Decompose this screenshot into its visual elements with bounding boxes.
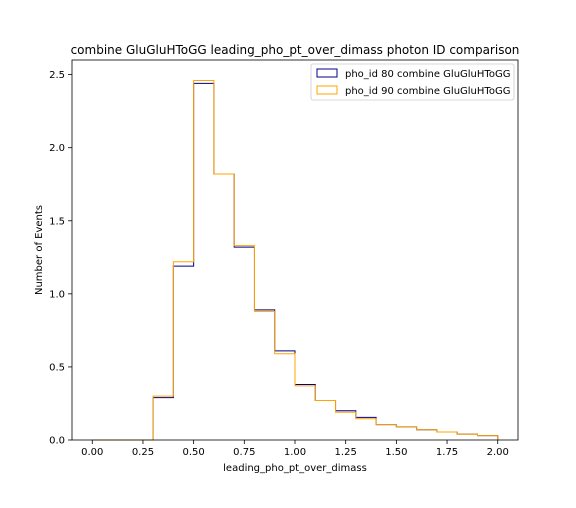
x-tick-label: 1.00	[284, 447, 306, 458]
x-tick-label: 2.00	[487, 447, 509, 458]
y-tick-label: 1.0	[49, 289, 65, 300]
legend-label-pho-id-80: pho_id 80 combine GluGluHToGG	[345, 69, 510, 80]
y-axis-label: Number of Events	[34, 205, 45, 295]
legend-swatch-pho-id-80	[316, 68, 338, 78]
y-tick-label: 0.5	[49, 362, 65, 373]
y-tick-label: 2.5	[49, 70, 65, 81]
y-tick-label: 0.0	[49, 436, 65, 447]
x-tick-label: 1.25	[335, 447, 357, 458]
x-tick-label: 1.50	[385, 447, 407, 458]
y-axis: 0.0 0.5 1.0 1.5 2.0 2.5	[49, 70, 72, 447]
y-tick-label: 1.5	[49, 216, 65, 227]
legend-box	[310, 63, 515, 101]
legend: pho_id 80 combine GluGluHToGG pho_id 90 …	[310, 63, 515, 101]
x-tick-label: 0.00	[81, 447, 103, 458]
x-tick-label: 0.25	[132, 447, 154, 458]
chart-title: combine GluGluHToGG leading_pho_pt_over_…	[71, 43, 520, 57]
x-tick-label: 1.75	[436, 447, 458, 458]
histogram-series-1	[92, 79, 499, 441]
series-layer	[92, 79, 499, 441]
x-tick-label: 0.75	[233, 447, 255, 458]
plot-frame	[71, 59, 519, 441]
legend-label-pho-id-90: pho_id 90 combine GluGluHToGG	[345, 86, 510, 97]
x-axis-label: leading_pho_pt_over_dimass	[223, 463, 367, 474]
legend-swatch-pho-id-90	[316, 85, 338, 95]
x-axis: 0.00 0.25 0.50 0.75 1.00 1.25 1.50 1.75 2.00	[81, 440, 509, 458]
y-tick-label: 2.0	[49, 143, 65, 154]
x-tick-label: 0.50	[183, 447, 205, 458]
